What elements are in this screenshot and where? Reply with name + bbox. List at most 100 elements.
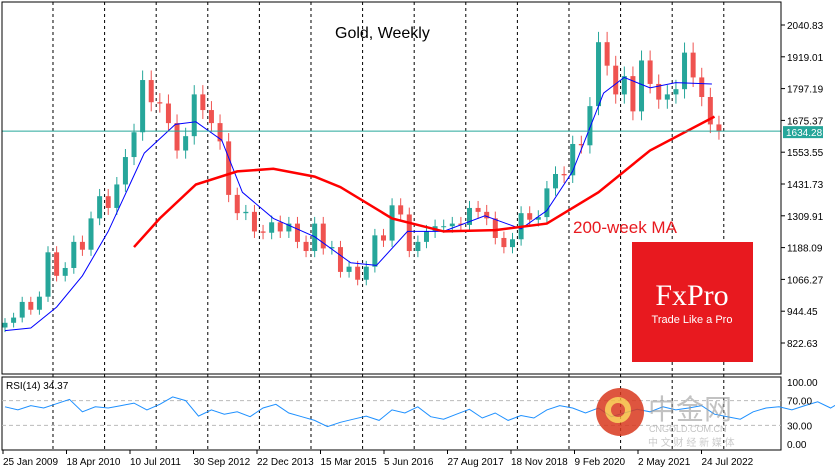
candle-body: [200, 94, 206, 111]
y-tick-label: 944.45: [787, 307, 818, 318]
x-tick-label: 15 Mar 2015: [321, 457, 378, 468]
candle-body: [492, 218, 498, 238]
candle-body: [449, 223, 455, 227]
svg-text:1634.28: 1634.28: [786, 128, 823, 139]
svg-text:CNGOLD.COM.CN: CNGOLD.COM.CN: [649, 424, 727, 434]
candle-body: [105, 196, 111, 208]
candle-body: [604, 42, 610, 66]
rsi-tick-label: 0.00: [787, 440, 807, 451]
candle-body: [535, 217, 541, 220]
candle-body: [122, 157, 128, 185]
y-tick-label: 1919.01: [787, 53, 824, 64]
candle-body: [423, 231, 429, 242]
cngold-watermark: 中金网 CNGOLD.COM.CN 中 文 财 经 新 媒 体: [596, 388, 735, 449]
x-tick-label: 24 Jul 2022: [702, 457, 754, 468]
candle-body: [673, 89, 679, 95]
candle-body: [140, 80, 146, 133]
candle-body: [11, 317, 17, 323]
candle-body: [475, 207, 481, 212]
candle-body: [639, 60, 645, 112]
y-tick-label: 2040.83: [787, 21, 824, 32]
candle-body: [716, 124, 722, 132]
y-tick-label: 1188.09: [787, 244, 823, 255]
svg-text:Trade Like a Pro: Trade Like a Pro: [652, 314, 733, 326]
candle-body: [251, 211, 257, 232]
candle-body: [174, 123, 180, 151]
candle-body: [613, 65, 619, 95]
candle-body: [54, 252, 60, 276]
rsi-tick-label: 70.00: [787, 397, 812, 408]
candle-body: [380, 235, 386, 241]
candle-body: [286, 223, 292, 232]
candle-body: [707, 97, 713, 125]
y-tick-label: 822.63: [787, 339, 818, 350]
candle-body: [630, 76, 636, 112]
candle-body: [294, 223, 300, 242]
candle-body: [62, 267, 68, 276]
candle-body: [320, 223, 326, 249]
candle-body: [19, 301, 25, 318]
candle-body: [527, 213, 533, 220]
candle-body: [398, 205, 404, 215]
svg-text:FxPro: FxPro: [655, 279, 728, 312]
ma-200-line: [133, 115, 716, 248]
candle-body: [329, 247, 335, 249]
candle-body: [346, 266, 352, 272]
main-pane: [1, 1, 782, 375]
candle-body: [157, 102, 163, 104]
svg-text:中 文 财 经 新 媒 体: 中 文 财 经 新 媒 体: [648, 436, 735, 449]
x-tick-label: 22 Dec 2013: [257, 457, 314, 468]
candle-body: [699, 77, 705, 98]
candle-body: [570, 143, 576, 176]
rsi-axis: 100.00 70.00 30.00 0.00: [787, 378, 818, 451]
candle-body: [191, 94, 197, 137]
candle-body: [656, 83, 662, 100]
candle-body: [372, 235, 378, 267]
candle-body: [553, 174, 559, 189]
y-tick-label: 1797.19: [787, 85, 824, 96]
x-tick-label: 27 Aug 2017: [448, 457, 505, 468]
candle-body: [621, 76, 627, 95]
candle-body: [97, 196, 103, 219]
candle-body: [690, 52, 696, 78]
candle-body: [389, 205, 395, 241]
candle-body: [2, 322, 8, 328]
candle-body: [406, 214, 412, 252]
candles: [2, 31, 722, 333]
chart-title: Gold, Weekly: [335, 25, 430, 42]
candle-body: [501, 237, 507, 248]
candle-body: [88, 218, 94, 250]
candle-body: [269, 222, 275, 233]
candle-body: [458, 223, 464, 225]
x-tick-label: 18 Apr 2010: [67, 457, 121, 468]
candle-body: [415, 241, 421, 252]
candle-body: [208, 110, 214, 124]
x-tick-label: 2 May 2021: [638, 457, 691, 468]
candle-body: [647, 60, 653, 84]
rsi-label: RSI(14) 34.37: [6, 381, 69, 392]
candle-body: [337, 247, 343, 272]
x-tick-label: 10 Jul 2011: [130, 457, 181, 468]
y-tick-label: 1431.73: [787, 180, 824, 191]
candle-body: [148, 80, 154, 103]
candle-body: [183, 136, 189, 151]
candle-body: [79, 241, 85, 250]
svg-text:中金网: 中金网: [648, 394, 732, 425]
candle-body: [484, 211, 490, 219]
fxpro-logo: FxPro Trade Like a Pro: [632, 242, 753, 362]
x-tick-label: 18 Nov 2018: [511, 457, 568, 468]
rsi-pane: [1, 376, 782, 451]
candle-body: [466, 207, 472, 225]
candle-body: [664, 94, 670, 100]
candle-body: [510, 239, 516, 248]
grid-lines: [52, 2, 725, 450]
candle-body: [544, 188, 550, 218]
candle-body: [165, 103, 171, 124]
candle-body: [441, 226, 447, 228]
candle-body: [561, 174, 567, 176]
y-tick-label: 1553.55: [787, 148, 824, 159]
candle-body: [355, 266, 361, 280]
candle-body: [131, 132, 137, 158]
rsi-levels: [2, 400, 781, 426]
